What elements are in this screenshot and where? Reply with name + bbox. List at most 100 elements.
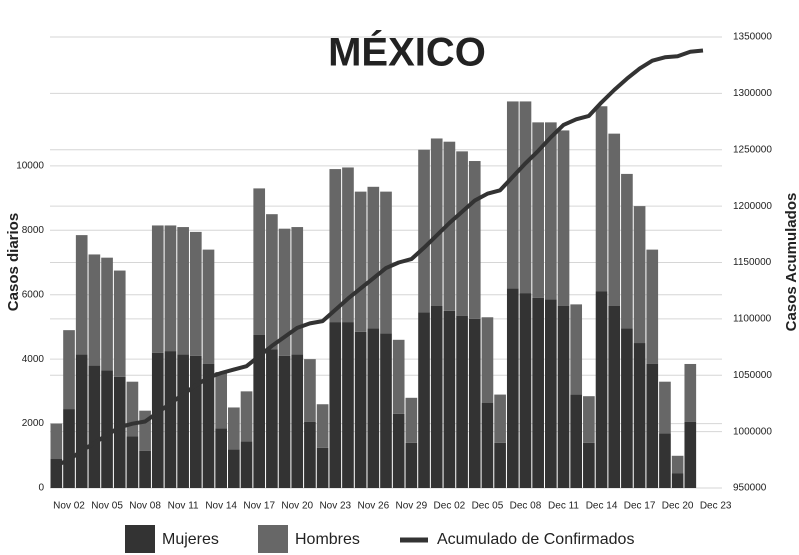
bar xyxy=(126,381,139,437)
legend-swatch xyxy=(258,525,288,553)
bar xyxy=(456,151,468,316)
bar xyxy=(342,322,354,488)
x-tick-label: Nov 08 xyxy=(129,501,161,512)
y2-tick-label: 950000 xyxy=(733,483,767,494)
bar xyxy=(177,354,189,488)
bar xyxy=(189,355,202,488)
bar xyxy=(113,376,126,488)
y-tick-label: 10000 xyxy=(16,160,44,171)
bar xyxy=(291,227,304,355)
bar xyxy=(202,249,215,364)
bar xyxy=(316,404,329,448)
bar xyxy=(532,122,544,298)
bar xyxy=(646,363,659,488)
y2-axis-label: Casos Acumulados xyxy=(783,193,799,332)
bar xyxy=(418,149,430,313)
x-tick-label: Dec 08 xyxy=(510,501,542,512)
bar xyxy=(443,310,456,488)
bar xyxy=(151,225,164,353)
bar xyxy=(633,343,646,488)
bar xyxy=(430,138,443,306)
bar xyxy=(557,130,570,306)
bar xyxy=(456,315,468,488)
bar xyxy=(329,169,342,323)
bar xyxy=(659,381,671,434)
bar xyxy=(430,305,443,488)
bar xyxy=(595,106,608,292)
bar xyxy=(215,428,228,488)
bar xyxy=(354,191,367,332)
line xyxy=(55,48,704,468)
lines xyxy=(55,48,704,468)
bar xyxy=(139,410,151,451)
bar xyxy=(228,407,240,450)
bar xyxy=(164,225,177,352)
x-tick-label: Dec 05 xyxy=(472,501,504,512)
bar xyxy=(570,394,583,488)
bar xyxy=(88,254,101,366)
legend-label: Mujeres xyxy=(162,531,219,548)
bar xyxy=(304,421,316,488)
bar xyxy=(443,141,456,311)
bar xyxy=(380,191,392,334)
bar xyxy=(519,293,532,488)
bar xyxy=(468,318,481,488)
bar xyxy=(253,334,266,488)
y2-tick-label: 1250000 xyxy=(733,144,772,155)
y-tick-label: 2000 xyxy=(22,418,45,429)
bar xyxy=(621,328,633,488)
y-tick-label: 4000 xyxy=(22,354,45,365)
bar xyxy=(63,330,75,410)
legend-label: Acumulado de Confirmados xyxy=(437,531,634,548)
bar xyxy=(101,257,113,371)
y2-tick-label: 1200000 xyxy=(733,201,772,212)
x-tick-label: Nov 14 xyxy=(205,501,237,512)
x-tick-label: Dec 17 xyxy=(624,501,656,512)
x-tick-label: Nov 02 xyxy=(53,501,85,512)
bar xyxy=(164,351,177,488)
legend-swatch xyxy=(125,525,155,553)
bar xyxy=(494,394,506,443)
bar xyxy=(202,363,215,488)
x-tick-label: Nov 20 xyxy=(281,501,313,512)
x-tick-label: Dec 20 xyxy=(662,501,694,512)
x-tick-label: Nov 05 xyxy=(91,501,123,512)
bar xyxy=(532,297,544,488)
bar xyxy=(177,227,189,355)
bar xyxy=(278,228,291,356)
bar xyxy=(367,186,380,329)
bar xyxy=(583,442,595,488)
bar xyxy=(240,441,253,488)
bar xyxy=(113,270,126,377)
x-tick-label: Nov 11 xyxy=(168,501,199,512)
bar xyxy=(88,365,101,488)
bar xyxy=(228,449,240,488)
x-tick-label: Dec 23 xyxy=(700,501,732,512)
bar xyxy=(506,288,519,488)
bar xyxy=(354,331,367,488)
bar xyxy=(481,317,494,403)
bar xyxy=(595,291,608,488)
bar xyxy=(544,299,557,488)
y-axis-label: Casos diarios xyxy=(5,213,22,311)
bar xyxy=(63,409,75,488)
x-tick-label: Nov 26 xyxy=(357,501,389,512)
bar xyxy=(304,359,316,422)
legend: Mujeres Hombres Acumulado de Confirmados xyxy=(125,525,634,553)
bar xyxy=(189,231,202,356)
bar xyxy=(621,173,633,329)
x-tick-label: Nov 17 xyxy=(243,501,275,512)
bar xyxy=(583,396,595,443)
bar xyxy=(316,447,329,488)
x-tick-label: Dec 14 xyxy=(586,501,618,512)
bar xyxy=(405,397,418,443)
y2-tick-label: 1000000 xyxy=(733,426,772,437)
bars xyxy=(50,101,697,488)
bar xyxy=(342,167,354,323)
bar xyxy=(240,391,253,442)
bar xyxy=(468,161,481,319)
bar xyxy=(50,423,63,460)
bar xyxy=(481,402,494,488)
y2-tick-label: 1150000 xyxy=(733,257,772,268)
